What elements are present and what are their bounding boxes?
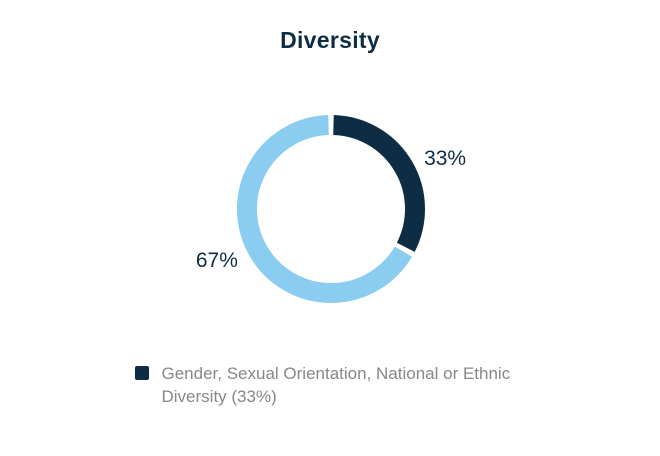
donut-slice[interactable] [237,115,412,303]
legend-swatch [134,366,149,380]
slice-percentage-label: 67% [196,249,238,272]
slice-percentage-label: 33% [424,147,466,170]
donut-chart: 33% 67% [196,115,466,303]
legend-item[interactable]: Gender, Sexual Orientation, National or … [134,362,526,408]
donut-slice[interactable] [332,115,425,252]
chart-title: Diversity [280,27,380,53]
chart-legend: Gender, Sexual Orientation, National or … [0,362,660,408]
legend-label: Gender, Sexual Orientation, National or … [161,364,511,406]
